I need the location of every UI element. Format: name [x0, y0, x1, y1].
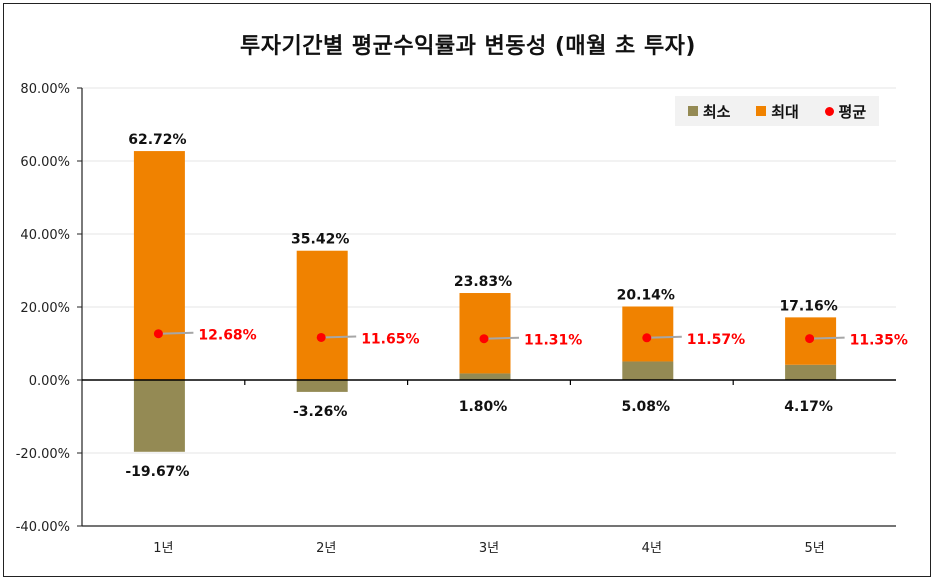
data-label-min: 5.08% [622, 399, 671, 415]
data-label-max: 23.83% [454, 274, 512, 290]
data-label-max: 20.14% [617, 287, 675, 303]
bar-max [459, 293, 511, 374]
data-label-avg: 11.31% [524, 333, 582, 349]
chart-legend: 최소 최대 평균 [675, 96, 879, 126]
avg-point [805, 334, 815, 344]
avg-leader-line [483, 336, 520, 340]
data-label-max: 62.72% [128, 132, 186, 148]
legend-swatch-min [687, 106, 698, 116]
avg-leader-line [158, 331, 194, 335]
data-label-min: 4.17% [784, 399, 833, 415]
data-label-avg: 11.35% [850, 333, 908, 349]
bar-min [459, 373, 511, 380]
y-tick-label: 20.00% [20, 301, 70, 316]
bar-max [296, 250, 348, 380]
bar-min [785, 364, 837, 380]
y-tick-label: 60.00% [20, 155, 70, 170]
data-label-avg: 12.68% [198, 328, 256, 344]
y-tick-label: 80.00% [20, 82, 70, 97]
avg-leader-line [321, 335, 357, 339]
x-tick-label: 1년 [153, 541, 173, 556]
y-tick-label: -20.00% [16, 447, 70, 462]
legend-marker-avg [824, 106, 834, 116]
x-tick-label: 2년 [316, 541, 336, 556]
legend-item-max: 최대 [756, 101, 799, 122]
bar-min [133, 380, 185, 452]
data-label-min: -19.67% [125, 464, 189, 480]
legend-label-avg: 평균 [838, 102, 867, 121]
data-label-min: 1.80% [459, 399, 508, 415]
data-label-min: -3.26% [293, 404, 347, 420]
legend-label-max: 최대 [771, 102, 799, 121]
chart-title: 투자기간별 평균수익률과 변동성 (매월 초 투자) [240, 34, 696, 59]
data-label-max: 17.16% [779, 298, 837, 314]
data-label-avg: 11.57% [687, 332, 745, 348]
bar-min [296, 380, 348, 392]
avg-point [642, 333, 652, 343]
y-tick-label: 0.00% [29, 374, 70, 389]
avg-point [479, 334, 489, 344]
avg-leader-line [646, 335, 682, 339]
data-label-avg: 11.65% [361, 331, 419, 347]
legend-item-min: 최소 [687, 101, 731, 122]
x-tick-label: 5년 [804, 541, 824, 556]
x-tick-label: 4년 [642, 541, 662, 556]
bar-min [622, 361, 674, 380]
legend-item-avg: 평균 [824, 101, 867, 122]
data-label-max: 35.42% [291, 232, 349, 248]
legend-label-min: 최소 [702, 102, 731, 121]
y-tick-label: -40.00% [16, 520, 70, 535]
avg-leader-line [809, 336, 845, 340]
y-tick-label: 40.00% [20, 228, 70, 243]
avg-point [153, 329, 163, 339]
avg-point [316, 332, 326, 342]
legend-swatch-max [756, 106, 767, 116]
x-tick-label: 3년 [479, 541, 499, 556]
bar-max [133, 151, 185, 380]
